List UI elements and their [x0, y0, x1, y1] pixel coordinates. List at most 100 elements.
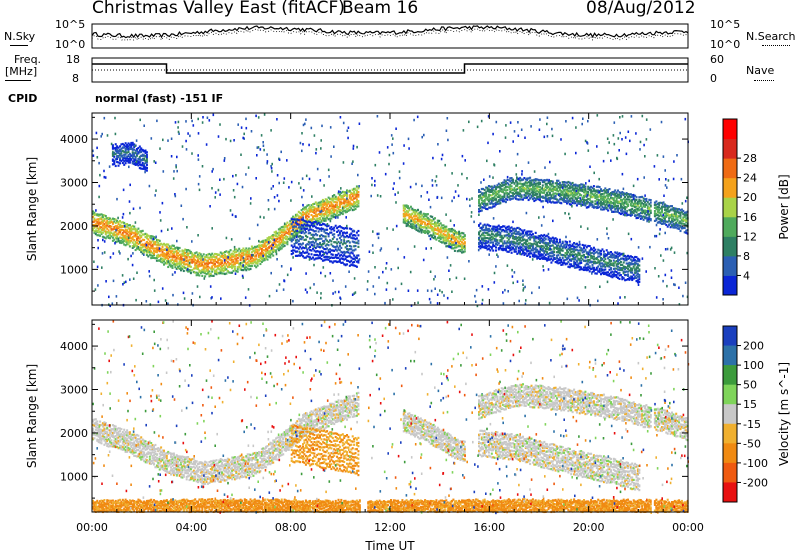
heat-cell: [621, 212, 624, 215]
heat-cell: [627, 213, 630, 216]
heat-cell: [174, 250, 177, 253]
heat-cell: [198, 263, 201, 266]
heat-cell: [537, 188, 540, 191]
heat-cell: [495, 201, 498, 204]
heat-cell: [275, 245, 278, 248]
heat-cell: [487, 188, 490, 191]
heat-cell: [459, 235, 462, 238]
heat-cell: [289, 237, 292, 240]
heat-cell: [107, 225, 110, 228]
heat-cell: [165, 251, 168, 254]
heat-cell: [544, 182, 547, 185]
heat-cell: [231, 271, 234, 274]
heat-cell: [604, 201, 607, 204]
heat-cell: [482, 206, 485, 209]
heat-cell: [253, 251, 256, 254]
heat-cell: [212, 254, 215, 257]
heat-cell: [161, 261, 164, 264]
heat-cell: [601, 248, 604, 251]
heat-cell: [522, 189, 525, 192]
heat-cell: [229, 256, 232, 259]
heat-cell: [171, 266, 174, 269]
heat-cell: [438, 239, 441, 242]
heat-cell: [171, 252, 174, 255]
heat-cell: [150, 241, 153, 244]
heat-cell: [446, 235, 449, 238]
heat-cell: [550, 180, 553, 183]
heat-cell: [199, 262, 202, 265]
heat-cell: [256, 258, 259, 261]
heat-cell: [560, 196, 563, 199]
heat-cell: [191, 258, 194, 261]
heat-cell: [671, 205, 674, 208]
heat-cell: [121, 232, 124, 235]
heat-cell: [502, 181, 505, 184]
heat-cell: [627, 198, 630, 201]
heat-cell: [206, 268, 209, 271]
heat-cell: [348, 241, 351, 244]
heat-cell: [495, 203, 498, 206]
heat-cell: [594, 202, 597, 205]
heat-cell: [478, 200, 481, 203]
heat-cell: [479, 194, 482, 197]
heat-cell: [334, 224, 337, 227]
heat-cell: [597, 206, 600, 209]
heat-cell: [629, 204, 632, 207]
heat-cell: [517, 194, 520, 197]
heat-cell: [214, 262, 217, 266]
heat-cell: [218, 262, 221, 265]
heat-cell: [252, 249, 255, 252]
heat-cell: [275, 239, 278, 243]
heat-cell: [145, 235, 148, 238]
heat-cell: [260, 260, 263, 263]
heat-cell: [229, 262, 232, 265]
heat-cell: [351, 209, 354, 212]
heat-cell: [326, 210, 329, 213]
heat-cell: [563, 198, 566, 202]
heat-cell: [117, 221, 120, 224]
heat-cell: [299, 220, 302, 223]
heat-cell: [249, 262, 252, 265]
heat-cell: [248, 268, 251, 271]
heat-cell: [250, 262, 253, 265]
heat-cell: [148, 235, 151, 238]
heat-cell: [104, 224, 107, 227]
heat-cell: [419, 215, 422, 218]
heat-cell: [181, 268, 184, 271]
heat-cell: [219, 266, 222, 269]
heat-cell: [276, 240, 279, 243]
heat-cell: [109, 233, 112, 236]
heat-cell: [516, 188, 519, 191]
freq-trace: [92, 63, 688, 74]
heat-cell: [343, 209, 346, 212]
heat-cell: [571, 194, 574, 197]
freq-tick-bottom: 8: [72, 72, 79, 85]
heat-cell: [201, 268, 204, 271]
heat-cell: [597, 201, 600, 204]
heat-cell: [461, 231, 464, 235]
heat-cell: [611, 191, 614, 194]
heat-cell: [320, 208, 323, 211]
heat-cell: [563, 195, 566, 198]
heat-cell: [354, 201, 357, 204]
heat-cell: [319, 221, 322, 224]
heat-cell: [544, 194, 547, 197]
heat-cell: [426, 213, 429, 216]
heat-cell: [114, 218, 117, 221]
heat-cell: [608, 201, 611, 205]
heat-cell: [411, 207, 414, 210]
heat-cell: [317, 220, 320, 223]
heat-cell: [594, 248, 597, 251]
heat-cell: [262, 239, 265, 242]
heat-cell: [214, 272, 217, 275]
heat-cell: [575, 197, 578, 200]
heat-cell: [600, 208, 603, 211]
heat-cell: [205, 273, 208, 276]
heat-cell: [453, 243, 456, 246]
heat-cell: [324, 203, 327, 206]
heat-cell: [323, 203, 326, 206]
heat-cell: [316, 215, 319, 218]
heat-cell: [124, 228, 127, 231]
heat-cell: [496, 239, 499, 242]
heat-cell: [138, 248, 141, 251]
